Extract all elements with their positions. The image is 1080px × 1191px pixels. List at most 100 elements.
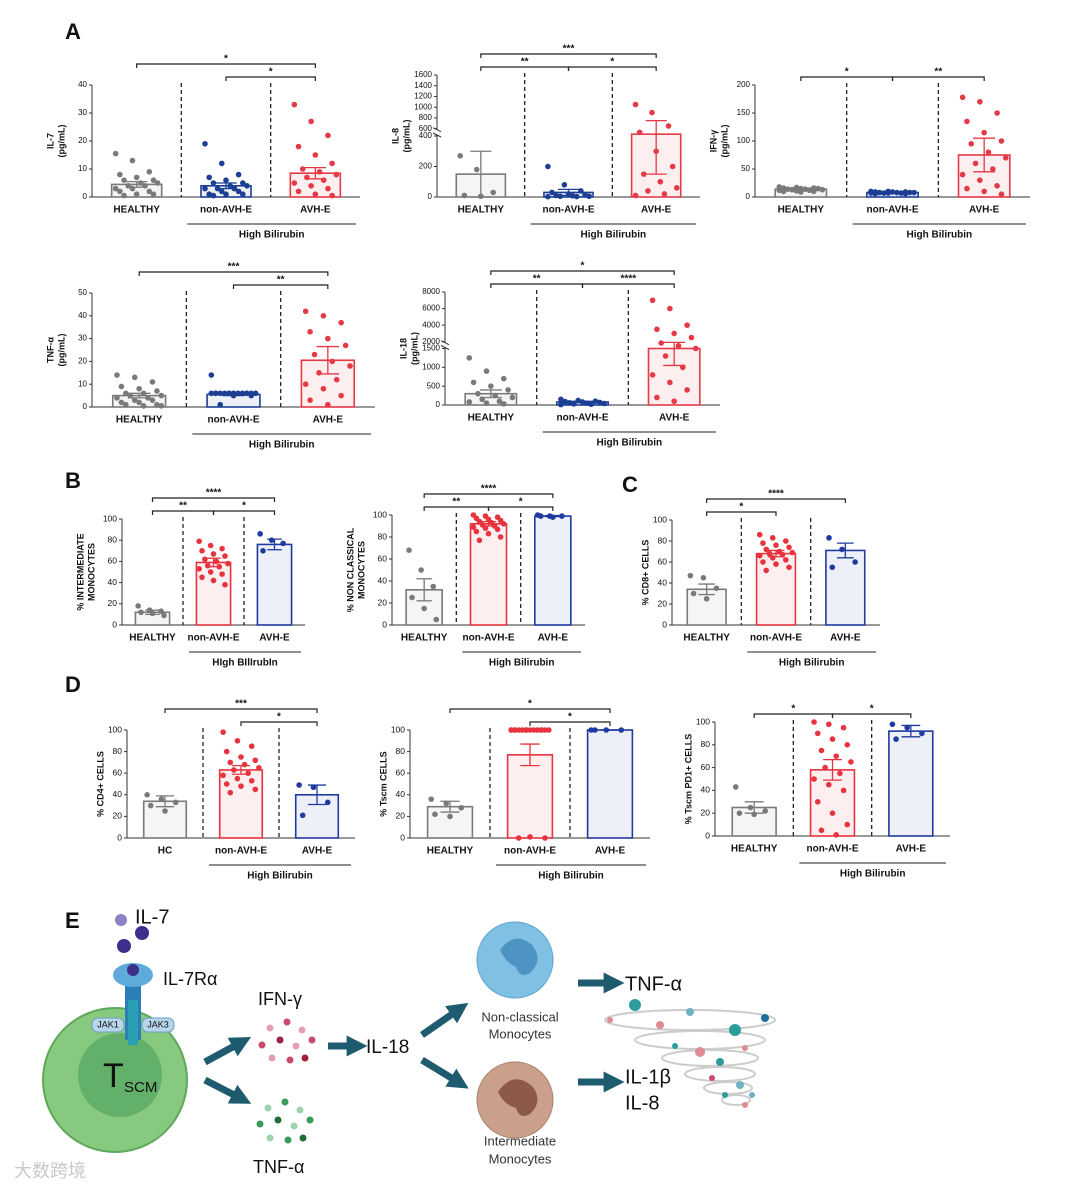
y-tick-label: 20 xyxy=(108,598,118,608)
data-point xyxy=(732,784,739,790)
y-tick-label: 500 xyxy=(427,381,441,390)
data-point xyxy=(657,178,664,185)
data-point xyxy=(296,782,302,788)
data-point xyxy=(117,188,123,195)
data-point xyxy=(654,394,660,401)
y-tick-label: 20 xyxy=(78,136,87,145)
data-point xyxy=(158,392,165,399)
x-tick-label: AVH-E xyxy=(313,415,344,426)
data-point xyxy=(443,800,450,807)
data-point xyxy=(964,185,970,192)
data-point xyxy=(814,799,821,805)
data-point xyxy=(769,555,776,561)
data-point xyxy=(515,835,522,841)
data-point xyxy=(488,383,494,389)
significance-label: * xyxy=(845,67,849,78)
data-point xyxy=(959,94,966,101)
significance-label: **** xyxy=(206,488,222,499)
data-point xyxy=(505,387,511,393)
data-point xyxy=(523,727,530,733)
data-point xyxy=(268,537,275,543)
data-point xyxy=(252,757,259,764)
y-tick-label: 4000 xyxy=(422,320,440,329)
y-tick-label: 400 xyxy=(419,131,433,140)
data-point xyxy=(458,804,465,811)
data-point xyxy=(782,557,789,563)
data-point xyxy=(210,192,217,199)
x-tick-label: HEALTHY xyxy=(401,633,448,644)
x-tick-label: AVH-E xyxy=(969,205,1000,216)
y-tick-label: 50 xyxy=(78,288,87,297)
significance-label: ** xyxy=(934,67,942,78)
significance-label: *** xyxy=(228,262,240,273)
y-tick-label: 80 xyxy=(108,534,118,544)
data-point xyxy=(760,559,766,565)
y-tick-label: 80 xyxy=(396,746,406,756)
data-point xyxy=(592,398,599,405)
data-point xyxy=(760,540,766,546)
y-tick-label: 80 xyxy=(113,746,123,756)
y-tick-label: 0 xyxy=(112,619,117,629)
data-point xyxy=(329,160,335,167)
data-point xyxy=(227,183,234,189)
data-point xyxy=(684,387,690,393)
bar xyxy=(195,561,232,626)
x-tick-label: non-AVH-E xyxy=(504,846,556,857)
data-point xyxy=(338,319,344,326)
y-tick-label: 100 xyxy=(696,716,710,726)
significance-label: *** xyxy=(235,699,247,710)
data-point xyxy=(466,399,473,405)
watermark: 大数跨境 xyxy=(14,1161,86,1181)
data-point xyxy=(667,305,673,312)
data-point xyxy=(994,183,1000,189)
data-point xyxy=(329,358,336,365)
data-point xyxy=(964,118,970,125)
data-point xyxy=(234,738,241,744)
nucleus xyxy=(78,1033,162,1117)
group-label: High Bilirubin xyxy=(249,440,315,451)
significance-label: **** xyxy=(621,274,637,285)
data-point xyxy=(131,397,138,403)
data-point xyxy=(573,193,580,200)
y-tick-label: 60 xyxy=(378,553,388,563)
data-point xyxy=(338,392,344,399)
data-point xyxy=(844,821,851,828)
data-point xyxy=(325,401,331,408)
data-point xyxy=(818,747,825,754)
data-point xyxy=(295,188,302,195)
monocyte-nucleus xyxy=(498,1079,538,1116)
data-point xyxy=(146,169,153,175)
data-point xyxy=(470,524,477,530)
significance-label: * xyxy=(610,57,614,68)
significance-label: * xyxy=(242,501,246,512)
tornado-dots xyxy=(607,999,769,1108)
data-point xyxy=(675,342,682,349)
data-point xyxy=(977,177,983,183)
bar xyxy=(256,543,293,626)
significance-bracket xyxy=(138,271,329,276)
data-point xyxy=(545,193,551,200)
bar xyxy=(825,549,866,626)
y-axis-label: (pg/mL) xyxy=(409,332,419,365)
data-point xyxy=(220,729,226,735)
y-tick-label: 600 xyxy=(419,124,433,133)
data-point xyxy=(782,538,789,544)
data-point xyxy=(911,189,917,196)
data-point xyxy=(302,381,309,388)
data-point xyxy=(667,379,673,386)
y-tick-label: 0 xyxy=(83,192,88,201)
group-label: High Bilirubin xyxy=(247,871,313,882)
y-tick-label: 40 xyxy=(108,577,118,587)
group-label: HIgh BIlIrubIn xyxy=(212,658,278,669)
y-tick-label: 0 xyxy=(428,192,433,201)
cell-label-sub: SCM xyxy=(124,1079,157,1096)
data-point xyxy=(121,192,127,199)
monocyte-nucleus xyxy=(500,938,538,975)
data-point xyxy=(537,513,544,519)
data-point xyxy=(661,191,668,197)
data-point xyxy=(649,297,656,304)
jak-label: JAK3 xyxy=(147,1019,169,1029)
y-axis-label: (pg/mL) xyxy=(401,120,411,153)
data-point xyxy=(112,150,119,157)
axis-break xyxy=(432,132,442,138)
